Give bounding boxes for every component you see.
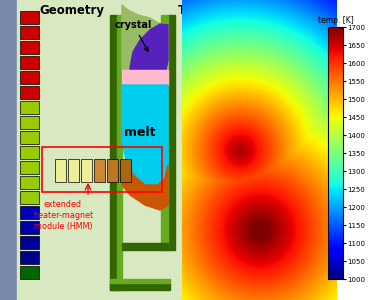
Bar [286,0,290,300]
Bar [268,179,285,191]
Bar [20,131,39,144]
Bar [284,156,293,182]
Bar [20,266,39,279]
Bar [268,165,285,177]
Bar [268,39,285,51]
Bar [20,191,39,204]
Bar [268,235,285,247]
Bar [268,123,285,135]
Bar [81,159,92,182]
Bar [168,15,175,250]
Bar [107,159,118,182]
Polygon shape [130,24,168,95]
Bar [42,147,162,192]
Polygon shape [122,160,168,210]
Bar [20,251,39,264]
Bar [94,159,105,182]
Bar [20,176,39,189]
Bar [20,86,39,99]
Bar [20,221,39,234]
Bar [161,15,168,250]
Text: 1300: 1300 [195,44,218,52]
Bar [20,146,39,159]
Bar [20,11,39,24]
Bar [20,161,39,174]
Bar [268,207,285,219]
Bar [117,15,122,290]
Bar [20,116,39,129]
Bar [55,159,66,182]
Bar [268,137,285,149]
Bar [268,109,285,121]
Bar [268,151,285,163]
Bar [268,53,285,65]
Bar [268,81,285,93]
Bar [20,206,39,219]
Text: 1250: 1250 [185,22,209,31]
Bar [273,156,282,182]
Text: crystal: crystal [115,20,152,51]
Bar [110,283,170,290]
Bar [262,156,271,182]
Polygon shape [122,5,168,70]
Polygon shape [122,70,168,85]
Text: extended
heater-magnet
module (HMM): extended heater-magnet module (HMM) [33,200,93,231]
Bar [0,0,17,300]
Bar [268,193,285,205]
Title: temp. [K]: temp. [K] [318,16,354,25]
Bar [20,56,39,69]
Bar [20,101,39,114]
Text: 1500: 1500 [220,83,243,92]
Bar [17,0,182,300]
Bar [268,221,285,233]
Bar [20,26,39,39]
Text: Temperature: Temperature [178,4,262,17]
Text: 1450: 1450 [192,77,215,86]
Text: 1650: 1650 [210,230,233,239]
Bar [268,67,285,79]
Bar [110,15,117,290]
Bar [110,279,170,283]
Bar [122,243,168,250]
Bar [20,236,39,249]
Polygon shape [122,85,168,185]
Bar [68,159,79,182]
Bar [240,156,249,182]
Bar [207,156,216,182]
Bar [268,95,285,107]
Bar [193,150,298,185]
Text: 1550: 1550 [212,113,235,122]
Bar [229,156,238,182]
Bar [268,11,285,23]
Text: 1700: 1700 [214,158,237,166]
Bar [218,156,227,182]
Bar [268,249,285,261]
Bar [20,41,39,54]
Bar [251,156,260,182]
Bar [120,159,131,182]
Bar [196,156,205,182]
Bar [20,71,39,84]
Text: Geometry: Geometry [40,4,104,17]
Bar [268,25,285,37]
Text: melt: melt [124,125,156,139]
